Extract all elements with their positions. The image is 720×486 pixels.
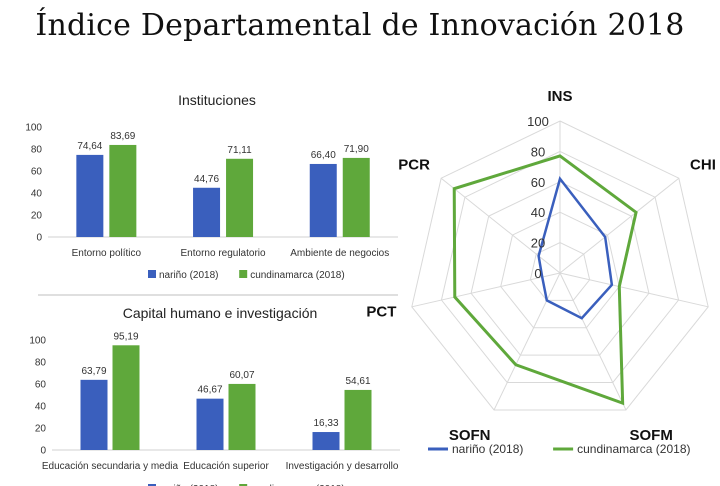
capital-humano-bar [312, 432, 340, 450]
radar-series-line [452, 154, 638, 406]
capital-humano-bar [80, 379, 108, 450]
capital-humano-legend-swatch [239, 484, 248, 486]
capital-humano-ytick-label: 40 [35, 402, 47, 413]
instituciones-data-label: 74,64 [77, 141, 102, 152]
capital-humano-data-label: 63,79 [81, 366, 106, 377]
capital-humano-data-label: 16,33 [313, 418, 338, 429]
instituciones-ytick-label: 100 [25, 123, 42, 134]
capital-humano-bar [196, 398, 224, 450]
capital-humano-legend-label: cundinamarca (2018) [250, 484, 345, 486]
instituciones-legend-swatch [239, 270, 248, 278]
capital-humano-ytick-label: 100 [29, 336, 46, 347]
instituciones-legend-label: nariño (2018) [159, 270, 218, 281]
radar-spoke [559, 272, 627, 411]
instituciones-category-label: Entorno regulatorio [181, 248, 266, 259]
radar-tick-label: 20 [531, 236, 545, 251]
radar-axis-label: CHI [690, 157, 716, 174]
instituciones-data-label: 71,11 [227, 145, 252, 156]
instituciones-ytick-label: 0 [36, 233, 42, 244]
instituciones-data-label: 71,90 [344, 144, 369, 155]
instituciones-data-label: 44,76 [194, 174, 219, 185]
instituciones-ytick-label: 40 [31, 189, 43, 200]
radar-axis-label: PCT [366, 304, 396, 321]
radar-grid-ring [440, 150, 680, 384]
radar-tick-label: 40 [531, 205, 545, 220]
instituciones-title: Instituciones [178, 92, 256, 108]
instituciones-bar [309, 163, 337, 237]
instituciones-bar [109, 144, 137, 237]
instituciones-category-label: Entorno político [72, 248, 142, 259]
capital-humano-title: Capital humano e investigación [123, 305, 318, 321]
radar-spoke [559, 177, 680, 274]
capital-humano-bar [228, 383, 256, 450]
radar-legend-label: nariño (2018) [452, 442, 523, 456]
radar-grid-ring [529, 242, 591, 301]
capital-humano-ytick-label: 60 [35, 380, 47, 391]
capital-humano-data-label: 95,19 [113, 331, 138, 342]
capital-humano-category-label: Educación superior [183, 461, 269, 472]
instituciones-legend-label: cundinamarca (2018) [250, 270, 345, 281]
instituciones-bar [226, 158, 254, 237]
page-title: Índice Departamental de Innovación 2018 [35, 8, 685, 43]
radar-grid-ring [411, 120, 709, 411]
capital-humano-ytick-label: 20 [35, 424, 47, 435]
radar-spoke [440, 177, 561, 274]
instituciones-legend-swatch [148, 270, 156, 278]
instituciones-bar [76, 154, 104, 237]
capital-humano-legend-swatch [148, 484, 156, 486]
instituciones-data-label: 83,69 [110, 131, 135, 142]
radar-grid-ring [500, 211, 620, 329]
capital-humano-bar [112, 345, 140, 450]
instituciones-data-label: 66,40 [311, 150, 336, 161]
radar-tick-label: 80 [531, 144, 545, 159]
capital-humano-bar [344, 389, 372, 450]
capital-humano-data-label: 60,07 [229, 370, 254, 381]
capital-humano-category-label: Educación secundaria y media [42, 461, 179, 472]
instituciones-category-label: Ambiente de negocios [290, 248, 389, 259]
radar-axis-label: SOFN [449, 427, 491, 444]
instituciones-bar [342, 157, 370, 237]
capital-humano-category-label: Investigación y desarrollo [286, 461, 399, 472]
capital-humano-data-label: 46,67 [197, 385, 222, 396]
capital-humano-ytick-label: 80 [35, 358, 47, 369]
radar-spoke [411, 272, 561, 308]
radar-grid-ring [470, 181, 650, 356]
capital-humano-data-label: 54,61 [345, 376, 370, 387]
instituciones-ytick-label: 60 [31, 167, 43, 178]
instituciones-ytick-label: 20 [31, 211, 43, 222]
radar-legend-label: cundinamarca (2018) [577, 442, 690, 456]
radar-series-line [537, 176, 614, 320]
radar-spoke [493, 272, 561, 411]
radar-tick-label: 0 [534, 266, 541, 281]
radar-tick-label: 60 [531, 175, 545, 190]
radar-axis-label: PCR [398, 157, 430, 174]
radar-axis-label: INS [547, 88, 572, 105]
instituciones-ytick-label: 80 [31, 145, 43, 156]
capital-humano-ytick-label: 0 [40, 446, 46, 457]
radar-axis-label: SOFM [629, 427, 672, 444]
radar-tick-label: 100 [527, 114, 549, 129]
capital-humano-legend-label: nariño (2018) [159, 484, 218, 486]
radar-spoke [559, 272, 709, 308]
instituciones-bar [193, 187, 221, 237]
